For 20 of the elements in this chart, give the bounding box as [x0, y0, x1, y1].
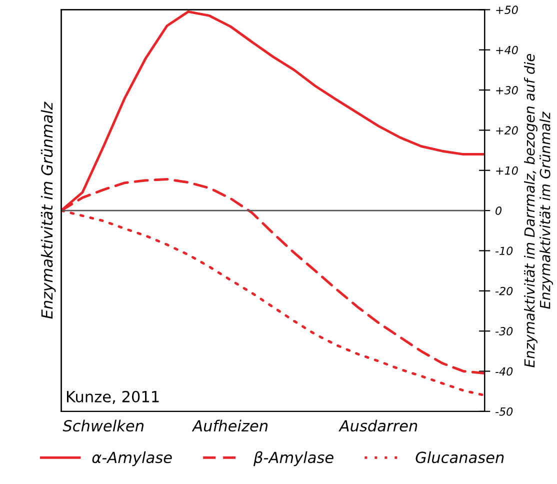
legend-label: β-Amylase: [253, 451, 334, 466]
y2-tick-label: 0: [496, 206, 502, 215]
y2-tick-label: -30: [496, 327, 513, 336]
annotation: Kunze, 2011: [67, 390, 159, 404]
y2-tick-label: +20: [496, 126, 518, 135]
y2-tick-label: -40: [496, 367, 513, 376]
y2-tick-label: -50: [496, 407, 513, 416]
x-tick-label: Schwelken: [62, 420, 144, 432]
x-tick-label: Aufheizen: [192, 420, 268, 432]
legend-label: Glucanasen: [416, 451, 504, 464]
x-tick-label: Ausdarren: [338, 420, 418, 432]
y2-tick-label: +40: [496, 46, 518, 54]
legend-label: α-Amylase: [92, 451, 172, 466]
y-axis-title: Enzymaktivität im Grünmalz: [40, 102, 56, 319]
y2-tick-label: +30: [496, 86, 518, 94]
y2-axis-title: Enzymaktivität im Darrmalz, bezogen auf die Enzymaktivität im Grünmalz: [524, 54, 554, 368]
y2-tick-label: +10: [496, 166, 518, 175]
y2-tick-label: +50: [496, 6, 518, 14]
y2-tick-label: -10: [496, 246, 513, 256]
y2-tick-label: -20: [496, 286, 513, 296]
